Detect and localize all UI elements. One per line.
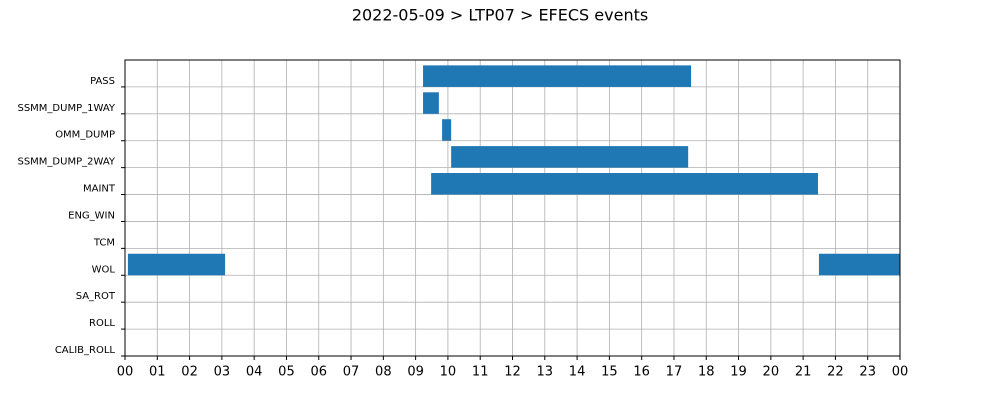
y-tick-label: PASS <box>90 76 115 87</box>
x-tick-label: 14 <box>569 365 586 380</box>
bar <box>431 173 818 195</box>
x-tick-label: 13 <box>537 365 554 380</box>
x-tick-label: 19 <box>730 365 747 380</box>
y-tick-label: MAINT <box>83 184 116 195</box>
x-tick-label: 20 <box>763 365 780 380</box>
bar <box>127 253 226 276</box>
x-tick-label: 18 <box>698 365 715 380</box>
x-tick-label: 00 <box>117 365 134 380</box>
x-tick-label: 15 <box>601 365 618 380</box>
x-tick-label: 02 <box>181 365 198 380</box>
y-tick-label: OMM_DUMP <box>55 130 115 141</box>
x-tick-label: 22 <box>827 365 844 380</box>
x-tick-label: 04 <box>246 365 263 380</box>
x-tick-label: 12 <box>504 365 521 380</box>
x-tick-label: 06 <box>310 365 327 380</box>
bar <box>423 92 439 114</box>
y-tick-label: WOL <box>92 264 116 275</box>
bar <box>818 253 900 276</box>
chart-title: 2022-05-09 > LTP07 > EFECS events <box>352 6 648 25</box>
y-tick-label: SSMM_DUMP_2WAY <box>17 157 115 168</box>
y-tick-label: SA_ROT <box>76 291 116 302</box>
y-tick-label: ENG_WIN <box>68 210 115 221</box>
bar <box>423 65 692 87</box>
x-tick-label: 00 <box>892 365 909 380</box>
x-tick-label: 21 <box>795 365 812 380</box>
bar <box>442 119 452 141</box>
x-tick-label: 08 <box>375 365 392 380</box>
y-tick-label: CALIB_ROLL <box>55 345 116 356</box>
x-tick-label: 05 <box>278 365 295 380</box>
bar <box>451 146 689 168</box>
x-tick-label: 10 <box>440 365 457 380</box>
x-tick-label: 23 <box>859 365 876 380</box>
y-tick-label: SSMM_DUMP_1WAY <box>17 103 115 114</box>
x-tick-label: 17 <box>666 365 683 380</box>
plot-frame <box>124 59 901 357</box>
x-tick-label: 01 <box>149 365 166 380</box>
y-tick-label: TCM <box>93 237 115 248</box>
x-tick-label: 16 <box>633 365 650 380</box>
x-tick-label: 09 <box>407 365 424 380</box>
x-tick-label: 11 <box>472 365 489 380</box>
x-tick-label: 07 <box>343 365 360 380</box>
y-tick-label: ROLL <box>89 318 115 329</box>
x-tick-label: 03 <box>214 365 231 380</box>
